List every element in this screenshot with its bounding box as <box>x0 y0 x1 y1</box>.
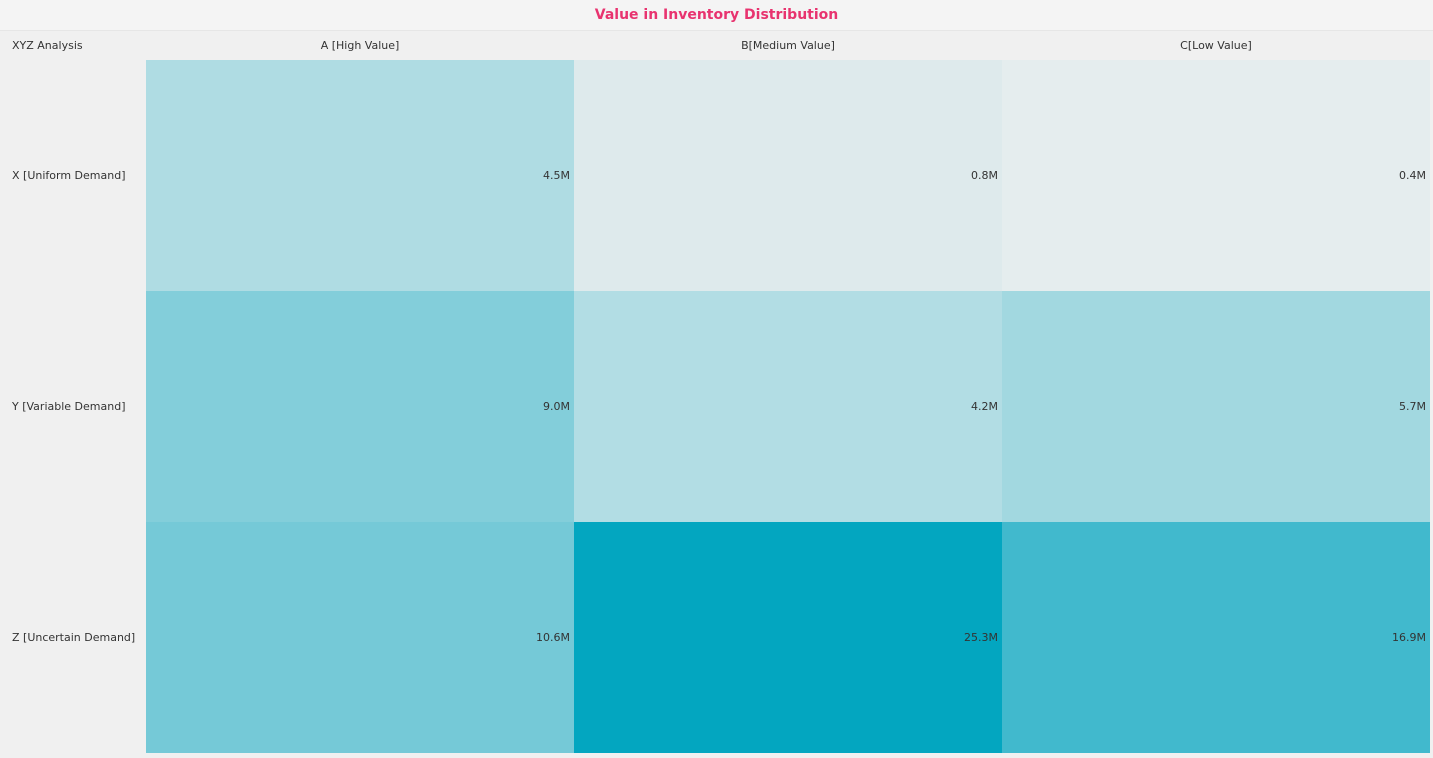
title-bar: Value in Inventory Distribution <box>0 0 1433 31</box>
cell-value-label: 5.7M <box>1399 399 1426 413</box>
heatmap-cell[interactable]: 5.7M <box>1002 291 1430 522</box>
heatmap-cell[interactable]: 4.2M <box>574 291 1002 522</box>
heatmap-cell[interactable]: 16.9M <box>1002 522 1430 753</box>
column-header: B[Medium Value] <box>741 39 835 52</box>
cell-value-label: 9.0M <box>543 399 570 413</box>
heatmap-cell[interactable]: 4.5M <box>146 60 574 291</box>
cell-value-label: 4.5M <box>543 168 570 182</box>
cell-value-label: 16.9M <box>1392 630 1426 644</box>
cell-value-label: 10.6M <box>536 630 570 644</box>
chart-title: Value in Inventory Distribution <box>594 7 839 23</box>
heatmap-cell[interactable]: 0.4M <box>1002 60 1430 291</box>
column-header: A [High Value] <box>320 39 400 52</box>
column-header: C[Low Value] <box>1180 39 1252 52</box>
row-header: X [Uniform Demand] <box>12 168 126 182</box>
cell-value-label: 0.8M <box>971 168 998 182</box>
heatmap-cell[interactable]: 10.6M <box>146 522 574 753</box>
row-header: Y [Variable Demand] <box>12 399 126 413</box>
heatmap-cell[interactable]: 25.3M <box>574 522 1002 753</box>
corner-label: XYZ Analysis <box>12 39 83 52</box>
cell-value-label: 25.3M <box>964 630 998 644</box>
row-header: Z [Uncertain Demand] <box>12 630 136 644</box>
heatmap-cell[interactable]: 0.8M <box>574 60 1002 291</box>
cell-value-label: 4.2M <box>971 399 998 413</box>
heatmap-cell[interactable]: 9.0M <box>146 291 574 522</box>
cell-value-label: 0.4M <box>1399 168 1426 182</box>
